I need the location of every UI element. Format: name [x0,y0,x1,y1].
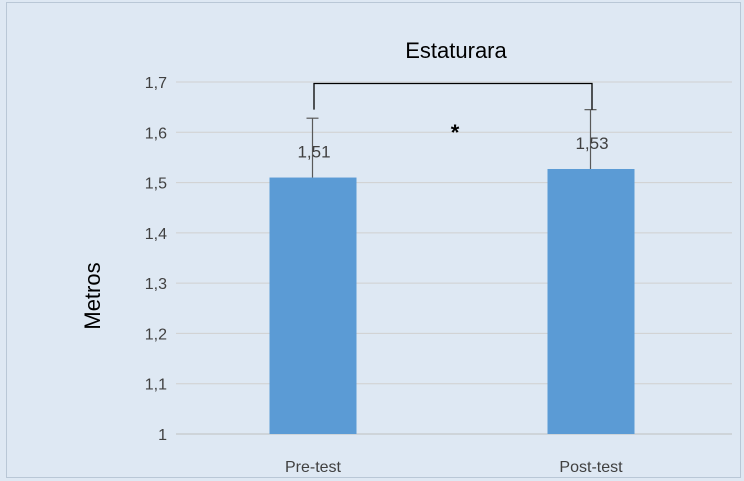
y-tick-label: 1,3 [145,276,167,293]
bar [547,168,635,434]
category-label: Pre-test [285,459,342,476]
data-label: 1,51 [297,143,330,162]
y-tick-label: 1,7 [145,75,167,92]
bar [269,177,357,435]
y-tick-label: 1,5 [145,176,167,193]
significance-marker: * [451,120,460,145]
y-axis-label: Metros [80,262,105,329]
y-tick-label: 1 [158,427,167,444]
category-label: Post-test [559,459,623,476]
chart-title: Estaturara [405,38,507,63]
y-tick-label: 1,4 [145,226,167,243]
y-tick-label: 1,2 [145,326,167,343]
y-tick-label: 1,6 [145,125,167,142]
y-tick-label: 1,1 [145,377,167,394]
data-label: 1,53 [575,134,608,153]
significance-bracket [313,82,593,110]
